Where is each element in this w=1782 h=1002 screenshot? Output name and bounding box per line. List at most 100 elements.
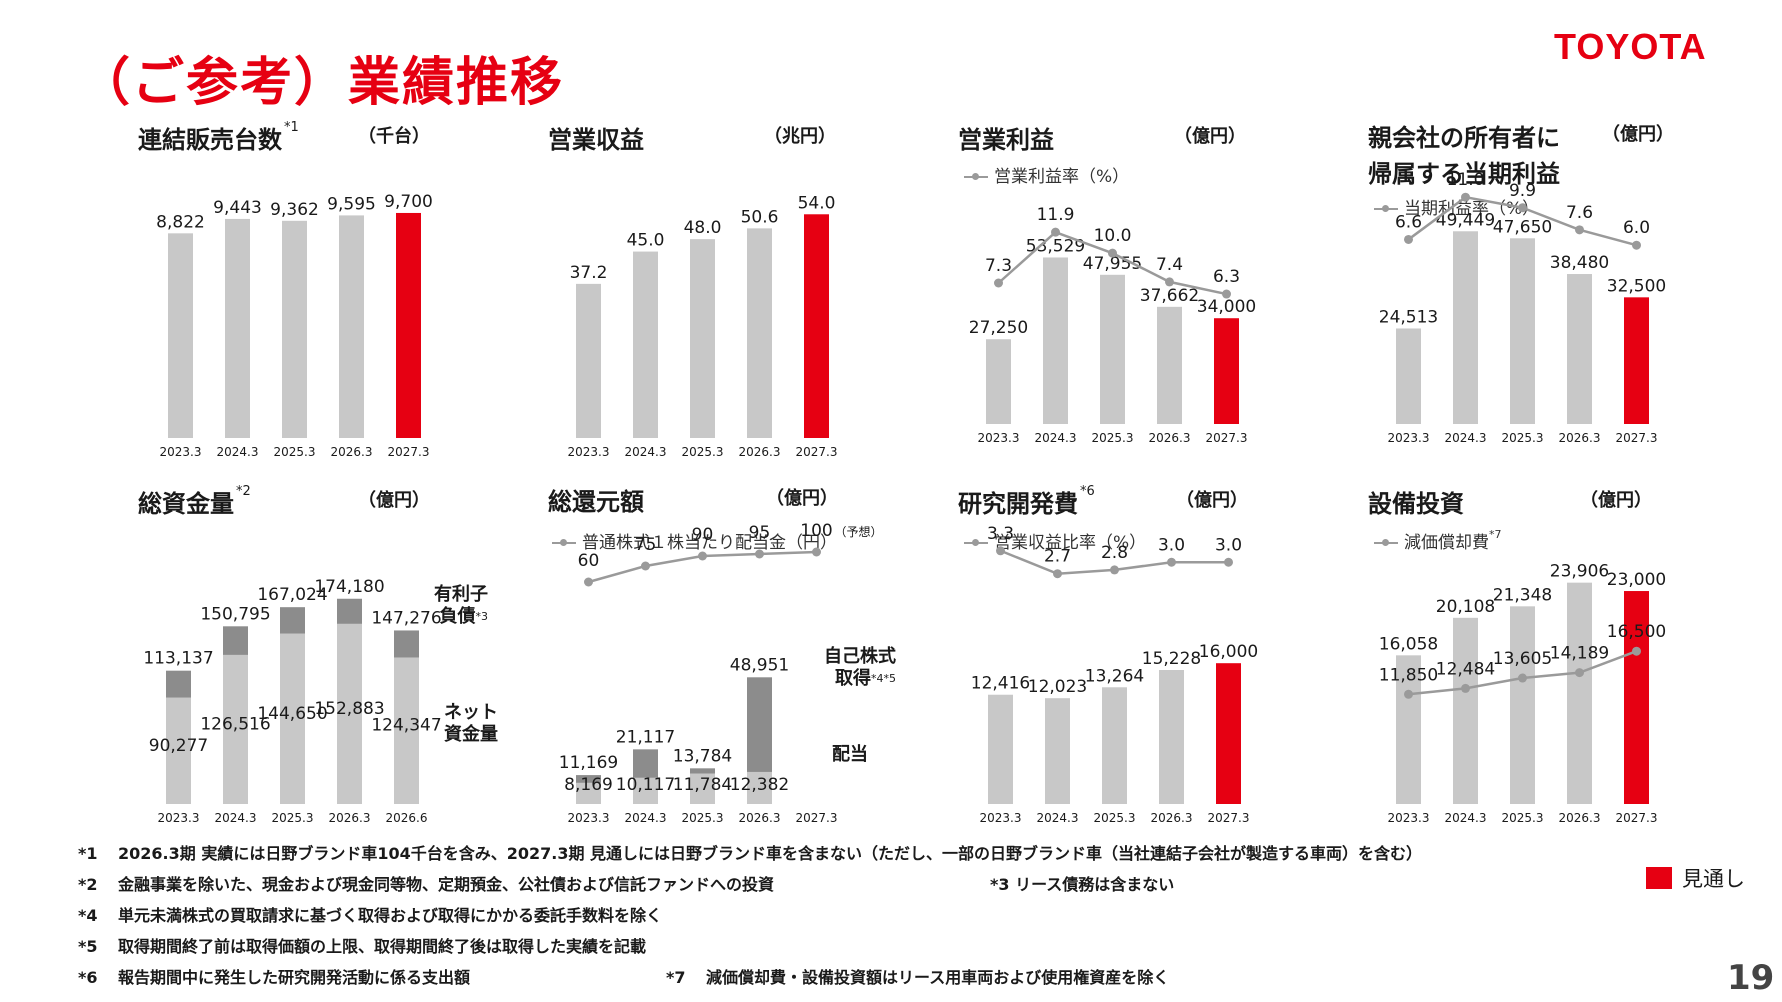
- dps-label: 75: [635, 535, 657, 555]
- segment-label: 10,117: [616, 775, 675, 795]
- x-tick-label: 2025.3: [272, 811, 314, 825]
- segment-label: 152,883: [314, 699, 384, 719]
- bar-p-liq-top: [223, 626, 248, 655]
- dps-label: 95: [749, 523, 771, 543]
- bar: [576, 283, 601, 438]
- chart-operating-income: 営業利益 （億円） 営業利益率（%） 27,250 2023.3 53,529 202…: [958, 120, 1368, 460]
- bar: [1396, 328, 1421, 424]
- ratio-point: [1051, 227, 1060, 237]
- bar-value-label: 32,500: [1607, 276, 1666, 296]
- chart-unit: （億円）: [358, 490, 430, 511]
- dividend-per-share-point: [812, 547, 821, 557]
- ratio-label: 9.9: [1509, 181, 1536, 201]
- x-tick-label: 2025.3: [682, 811, 724, 825]
- ratio-label: 7.6: [1566, 203, 1593, 223]
- chart-total-liquidity: 総資金量 *2 （億円） 有利子 負債*3 ネット 資金量 2023.3 113,137…: [138, 484, 548, 825]
- chart-title-line2: 帰属する当期利益: [1368, 160, 1560, 188]
- ratio-label: 11.0: [1447, 170, 1485, 190]
- depreciation-point: [1575, 668, 1584, 678]
- ratio-point: [1053, 569, 1062, 579]
- ratio-point: [1224, 557, 1233, 567]
- bar-value-label: 24,513: [1379, 307, 1438, 327]
- x-tick-label: 2024.3: [215, 811, 257, 825]
- bar-value-label: 37.2: [570, 263, 608, 283]
- segment-label: 8,169: [564, 775, 613, 795]
- chart-title: 親会社の所有者に: [1368, 124, 1560, 152]
- dividend-per-share-point: [584, 577, 593, 587]
- chart-capital-expenditures: 設備投資 （億円） 減価償却費*7 16,058 2023.3 20,108 2024…: [1368, 484, 1778, 825]
- ratio-label: 2.7: [1044, 547, 1071, 567]
- bar-p-ret-top: [576, 775, 601, 783]
- x-tick-label: 2026.3: [1559, 431, 1601, 445]
- chart-operating-revenue: 営業収益 （兆円） 37.2 2023.3 45.0 2024.3 48.0 2025.3…: [548, 120, 958, 460]
- label-net-liquidity: ネット 資金量: [444, 702, 498, 745]
- x-tick-label: 2027.3: [1208, 811, 1250, 825]
- x-tick-label: 2027.3: [1206, 431, 1248, 445]
- chart-unit: （億円）: [1176, 490, 1248, 511]
- line-legend: 普通株式１株当たり配当金（円）: [552, 528, 837, 553]
- label-interest-bearing-debt: 有利子 負債*3: [434, 584, 488, 627]
- x-tick-label: 2023.3: [1388, 811, 1430, 825]
- segment-label: 11,784: [673, 775, 732, 795]
- chart-title: 研究開発費 *6: [958, 484, 1095, 518]
- bar: [1214, 318, 1239, 424]
- bar: [1159, 669, 1184, 804]
- ratio-label: 6.3: [1213, 267, 1240, 287]
- ratio-label: 6.6: [1395, 212, 1422, 232]
- bar-value-label: 9,443: [213, 198, 262, 218]
- bar-value-label: 49,449: [1436, 210, 1495, 230]
- bar-value-label: 13,264: [1085, 666, 1144, 686]
- dps-label: 60: [578, 551, 600, 571]
- chart-title: 営業収益: [548, 126, 644, 154]
- x-tick-label: 2025.3: [1502, 431, 1544, 445]
- bar-p-ret-base: [633, 777, 658, 804]
- bar-value-label: 53,529: [1026, 236, 1085, 256]
- footnote-2: *2 金融事業を除いた、現金および現金同等物、定期預金、公社債および信託ファンドへ…: [78, 875, 775, 894]
- bar-p-ret-base: [576, 782, 601, 804]
- bar: [1510, 606, 1535, 804]
- depreciation-label: 11,850: [1379, 665, 1438, 685]
- footnote-4: *4 単元未満株式の買取請求に基づく取得および取得にかかる委託手数料を除く: [78, 906, 663, 925]
- bar: [282, 220, 307, 438]
- bar-p-liq-base: [223, 654, 248, 804]
- bar-value-label: 45.0: [627, 231, 665, 251]
- chart-shareholder-returns: 総還元額 （億円） 普通株式１株当たり配当金（円） 自己株式 取得*4*5 配当 …: [548, 482, 958, 825]
- ratio-label: 3.3: [987, 524, 1014, 544]
- x-tick-label: 2024.3: [625, 811, 667, 825]
- line-legend: 営業収益比率（%）: [964, 528, 1146, 553]
- bar-value-label: 37,662: [1140, 286, 1199, 306]
- bar: [986, 339, 1011, 424]
- segment-label: 12,382: [730, 775, 789, 795]
- x-tick-label: 2026.6: [386, 811, 428, 825]
- bar-p-liq-top: [394, 630, 419, 658]
- footnote-3: *3 リース債務は含まない: [990, 875, 1175, 894]
- chart-vehicle-sales: 連結販売台数 *1 （千台） 8,822 2023.3 9,443 2024.3 9,36…: [138, 120, 548, 460]
- ratio-label: 3.0: [1215, 535, 1242, 555]
- dividend-per-share-point: [641, 561, 650, 571]
- x-tick-label: 2027.3: [796, 811, 838, 825]
- total-label: 11,169: [559, 753, 618, 773]
- depreciation-label: 13,605: [1493, 649, 1552, 669]
- bar-value-label: 21,348: [1493, 585, 1552, 605]
- ratio-label: 2.8: [1101, 543, 1128, 563]
- page-number: 19: [1727, 958, 1775, 998]
- ratio-point: [1518, 203, 1527, 213]
- x-tick-label: 2025.3: [1092, 431, 1134, 445]
- ratio-point: [1165, 277, 1174, 287]
- bar-p-ret-top: [633, 749, 658, 778]
- x-tick-label: 2024.3: [1445, 811, 1487, 825]
- chart-title: 連結販売台数 *1: [138, 120, 299, 154]
- line-legend-icon: [964, 173, 988, 180]
- chart-svg: 2023.3 113,137 90,277 2024.3 150,795 126,516 2…: [143, 577, 441, 825]
- footnote-6: *6 報告期間中に発生した研究開発活動に係る支出額: [78, 968, 471, 987]
- line-legend-icon: [1374, 539, 1398, 546]
- bar: [339, 215, 364, 438]
- depreciation-point: [1632, 646, 1641, 656]
- chart-title: 営業利益: [958, 126, 1054, 154]
- bar: [1045, 698, 1070, 804]
- chart-svg: 37.2 2023.3 45.0 2024.3 48.0 2025.3 50.6 2026.3…: [568, 193, 838, 459]
- chart-svg: 24,513 2023.3 49,449 2024.3 47,650 2025.3 38,4…: [1379, 170, 1666, 445]
- bar-value-label: 9,700: [384, 192, 433, 212]
- bar: [1043, 257, 1068, 424]
- ratio-label: 7.3: [985, 256, 1012, 276]
